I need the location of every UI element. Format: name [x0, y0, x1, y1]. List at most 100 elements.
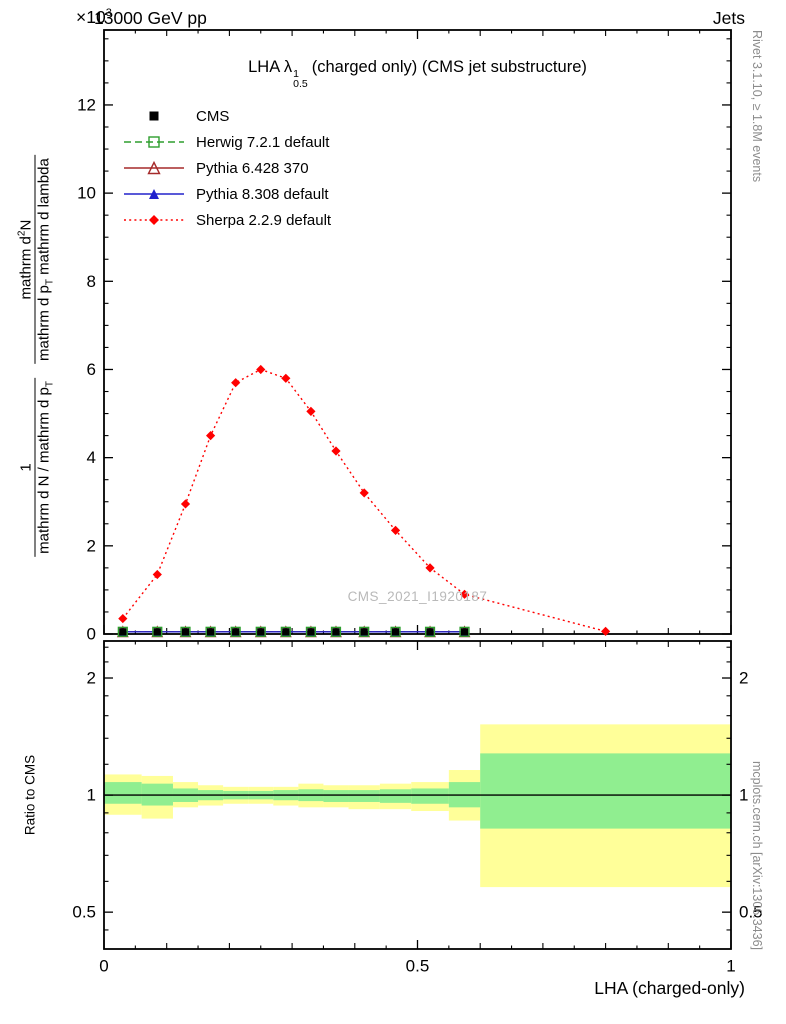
x-tick-label: 0.5 — [406, 957, 430, 976]
legend: CMS Herwig 7.2.1 default Pythia 6.428 370 P… — [120, 103, 331, 233]
ratio-y-tick-label-right: 1 — [739, 786, 748, 805]
data-marker-diamond-filled — [256, 364, 266, 375]
y-label-fraction-1: 1 mathrm d N / mathrm d pT — [17, 378, 55, 557]
data-marker-square-filled — [119, 628, 127, 636]
plot-title: LHA λ 1 0.5 (charged only) (CMS jet substru… — [104, 58, 731, 89]
mcplots-citation-note: mcplots.cern.ch [arXiv:1306.3436] — [750, 761, 764, 950]
data-marker-square-filled — [206, 628, 215, 636]
data-marker-square-open — [205, 626, 216, 637]
ratio-band-green — [348, 790, 380, 802]
analysis-topic-label: Jets — [712, 8, 745, 28]
ratio-band-green — [379, 789, 412, 803]
data-marker-square-open — [359, 626, 370, 637]
ratio-band-green — [411, 788, 449, 804]
data-marker-square-open — [424, 626, 436, 637]
data-marker-square-open — [330, 626, 342, 637]
legend-marker-icon — [149, 215, 159, 225]
legend-entry: CMS — [120, 103, 331, 129]
legend-marker-icon — [149, 189, 159, 199]
data-marker-square-filled — [153, 628, 161, 636]
data-marker-diamond-filled — [152, 569, 162, 580]
data-marker-diamond-filled — [425, 563, 435, 573]
data-marker-diamond-filled — [118, 613, 128, 624]
data-marker-diamond-filled — [281, 373, 291, 383]
ratio-y-tick-label-left: 1 — [87, 786, 96, 805]
legend-marker-icon — [149, 111, 159, 121]
ratio-y-tick-label-left: 2 — [87, 669, 96, 688]
data-marker-diamond-filled — [390, 525, 401, 535]
main-y-tick-label: 0 — [87, 625, 96, 644]
data-marker-square-filled — [391, 628, 400, 636]
data-marker-diamond-filled — [331, 446, 341, 456]
legend-sample-triangle-open — [124, 160, 184, 175]
legend-entry: Pythia 8.308 default — [120, 181, 331, 207]
data-marker-square-open — [459, 626, 470, 637]
ratio-y-tick-label-right: 0.5 — [739, 903, 763, 922]
legend-entry: Pythia 6.428 370 — [120, 155, 331, 181]
legend-label: Sherpa 2.2.9 default — [196, 211, 332, 229]
main-y-tick-label: 6 — [87, 360, 96, 379]
data-marker-diamond-filled — [205, 431, 216, 441]
x-tick-label: 0 — [99, 957, 108, 976]
y-scale-factor: ×103 — [76, 7, 112, 27]
ratio-y-tick-label-right: 2 — [739, 669, 748, 688]
data-marker-square-open — [255, 626, 266, 637]
main-y-tick-label: 12 — [77, 95, 96, 114]
data-marker-square-open — [117, 626, 128, 637]
data-marker-square-filled — [232, 628, 240, 636]
main-y-tick-label: 4 — [87, 448, 96, 467]
data-marker-square-filled — [282, 628, 290, 636]
x-tick-label: 1 — [726, 957, 735, 976]
ratio-band-green — [323, 790, 349, 802]
data-marker-square-filled — [460, 628, 469, 636]
beam-energy-label: 13000 GeV pp — [94, 8, 207, 28]
data-marker-diamond-filled — [601, 626, 611, 636]
legend-sample-square-open — [124, 136, 184, 148]
legend-entry: Sherpa 2.2.9 default — [120, 207, 331, 233]
data-marker-square-filled — [257, 628, 265, 636]
data-marker-square-open — [180, 626, 191, 637]
data-marker-square-open — [305, 626, 317, 637]
data-marker-diamond-filled — [359, 488, 369, 498]
data-marker-diamond-filled — [459, 589, 470, 599]
ratio-band-green — [104, 782, 142, 804]
lambda-superscript-subscript: 1 0.5 — [293, 68, 308, 90]
legend-label: Herwig 7.2.1 default — [196, 133, 330, 151]
data-marker-square-filled — [307, 628, 315, 636]
plot-title-suffix: (charged only) (CMS jet substructure) — [311, 58, 587, 76]
legend-entry: Herwig 7.2.1 default — [120, 129, 331, 155]
legend-sample-diamond-filled — [124, 215, 184, 225]
legend-sample-triangle-filled — [124, 189, 184, 199]
watermark: CMS_2021_I1920187 — [347, 589, 488, 604]
ratio-y-tick-label-left: 0.5 — [72, 903, 96, 922]
data-marker-square-filled — [426, 628, 434, 636]
main-y-tick-label: 2 — [87, 536, 96, 555]
legend-sample-square-filled — [149, 111, 159, 121]
y-scale-exponent: 3 — [105, 7, 112, 20]
legend-label: Pythia 6.428 370 — [196, 159, 309, 177]
legend-label: Pythia 8.308 default — [196, 185, 329, 203]
rivet-version-note: Rivet 3.1.10, ≥ 1.8M events — [750, 30, 764, 183]
data-marker-diamond-filled — [306, 406, 316, 416]
legend-marker-icon — [148, 136, 160, 148]
y-label-fraction-2: mathrm d2N mathrm d pT mathrm d lambda — [17, 155, 56, 365]
legend-marker-icon — [147, 160, 161, 175]
ratio-band-green — [480, 753, 731, 829]
data-marker-diamond-filled — [231, 378, 241, 388]
data-marker-square-filled — [332, 628, 340, 636]
main-y-tick-label: 10 — [77, 184, 96, 203]
series-line — [122, 368, 606, 633]
data-marker-square-open — [280, 626, 291, 637]
main-y-tick-label: 8 — [87, 272, 96, 291]
data-marker-square-open — [230, 626, 241, 637]
data-marker-square-filled — [360, 628, 368, 636]
data-marker-square-filled — [181, 628, 190, 636]
plot-title-prefix: LHA λ — [248, 58, 293, 76]
data-marker-square-open — [390, 626, 401, 637]
legend-label: CMS — [196, 107, 230, 125]
data-marker-square-open — [152, 626, 163, 637]
x-axis-title: LHA (charged-only) — [594, 978, 745, 998]
data-marker-diamond-filled — [180, 499, 191, 509]
